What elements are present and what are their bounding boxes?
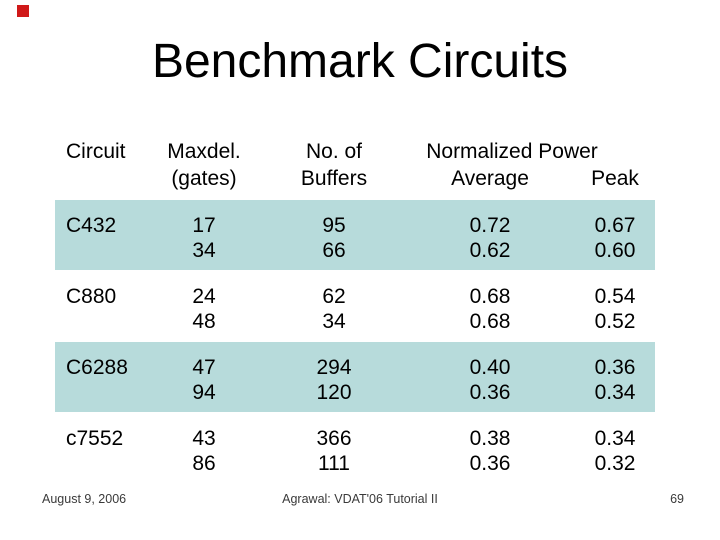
peak-value-2: 0.60 [594, 239, 636, 262]
buffers-value-2: 111 [318, 452, 350, 475]
circuit-name: c7552 [66, 427, 124, 450]
average-value-1: 0.40 [469, 356, 511, 379]
table-rows: C432 17 34 95 66 0.72 0.62 0.67 0.60 C88… [55, 200, 655, 484]
circuit-name: C432 [66, 214, 117, 237]
buffers-value-2: 120 [316, 381, 352, 404]
average-value-1: 0.68 [469, 285, 511, 308]
footer-page-number: 69 [670, 492, 684, 506]
peak-value-1: 0.36 [594, 356, 636, 379]
cell-peak: 0.54 0.52 [575, 284, 655, 341]
cell-circuit: C880 [55, 284, 145, 341]
cell-circuit: C6288 [55, 355, 145, 412]
col-header-normalized-power: Normalized Power [426, 140, 598, 163]
peak-value-2: 0.34 [594, 381, 636, 404]
col-header-buffers-line2: Buffers [300, 167, 368, 190]
col-header-normalized-power-group: Normalized Power Average Peak [405, 138, 655, 192]
corner-logo-mark [17, 5, 29, 17]
cell-buffers: 95 66 [263, 213, 405, 270]
col-header-circuit-label: Circuit [66, 140, 126, 163]
table-row-C6288: C6288 47 94 294 120 0.40 0.36 0.36 0.34 [55, 342, 655, 412]
cell-peak: 0.36 0.34 [575, 355, 655, 412]
col-header-maxdel: Maxdel. (gates) [145, 138, 263, 192]
col-header-power-subrow: Average Peak [405, 165, 655, 192]
circuit-name: C880 [66, 285, 117, 308]
buffers-value-2: 34 [322, 310, 346, 333]
average-value-2: 0.62 [469, 239, 511, 262]
col-header-average: Average [451, 167, 529, 190]
cell-maxdel: 24 48 [145, 284, 263, 341]
cell-circuit: c7552 [55, 426, 145, 483]
buffers-value-1: 366 [316, 427, 352, 450]
table-row-C432: C432 17 34 95 66 0.72 0.62 0.67 0.60 [55, 200, 655, 270]
buffers-value-2: 66 [322, 239, 346, 262]
slide-title: Benchmark Circuits [151, 35, 569, 88]
average-value-1: 0.72 [469, 214, 511, 237]
col-header-peak: Peak [591, 167, 639, 190]
col-header-maxdel-line1: Maxdel. [167, 140, 241, 163]
maxdel-value-1: 24 [192, 285, 216, 308]
cell-average: 0.72 0.62 [405, 213, 575, 270]
peak-value-2: 0.32 [594, 452, 636, 475]
maxdel-value-1: 47 [192, 356, 216, 379]
maxdel-value-1: 17 [192, 214, 216, 237]
peak-value-1: 0.54 [594, 285, 636, 308]
cell-average: 0.68 0.68 [405, 284, 575, 341]
col-header-buffers: No. of Buffers [263, 138, 405, 192]
maxdel-value-2: 48 [192, 310, 216, 333]
table-row-c7552: c7552 43 86 366 111 0.38 0.36 0.34 0.32 [55, 413, 655, 483]
circuit-name: C6288 [66, 356, 128, 379]
cell-peak: 0.34 0.32 [575, 426, 655, 483]
buffers-value-1: 294 [316, 356, 352, 379]
cell-buffers: 366 111 [263, 426, 405, 483]
footer-credit: Agrawal: VDAT'06 Tutorial II [282, 492, 438, 506]
peak-value-1: 0.34 [594, 427, 636, 450]
cell-maxdel: 17 34 [145, 213, 263, 270]
buffers-value-1: 95 [322, 214, 346, 237]
average-value-2: 0.68 [469, 310, 511, 333]
buffers-value-1: 62 [322, 285, 346, 308]
average-value-2: 0.36 [469, 381, 511, 404]
cell-buffers: 294 120 [263, 355, 405, 412]
col-header-circuit: Circuit [55, 138, 145, 192]
maxdel-value-1: 43 [192, 427, 216, 450]
table-row-C880: C880 24 48 62 34 0.68 0.68 0.54 0.52 [55, 271, 655, 341]
col-header-buffers-line1: No. of [305, 140, 363, 163]
maxdel-value-2: 94 [192, 381, 216, 404]
peak-value-1: 0.67 [594, 214, 636, 237]
average-value-2: 0.36 [469, 452, 511, 475]
cell-peak: 0.67 0.60 [575, 213, 655, 270]
footer-date: August 9, 2006 [42, 492, 127, 506]
cell-average: 0.40 0.36 [405, 355, 575, 412]
maxdel-value-2: 34 [192, 239, 216, 262]
cell-buffers: 62 34 [263, 284, 405, 341]
maxdel-value-2: 86 [192, 452, 216, 475]
average-value-1: 0.38 [469, 427, 511, 450]
cell-maxdel: 47 94 [145, 355, 263, 412]
cell-circuit: C432 [55, 213, 145, 270]
table-header: Circuit Maxdel. (gates) No. of Buffers N… [55, 138, 655, 192]
cell-average: 0.38 0.36 [405, 426, 575, 483]
col-header-maxdel-line2: (gates) [171, 167, 237, 190]
cell-maxdel: 43 86 [145, 426, 263, 483]
peak-value-2: 0.52 [594, 310, 636, 333]
